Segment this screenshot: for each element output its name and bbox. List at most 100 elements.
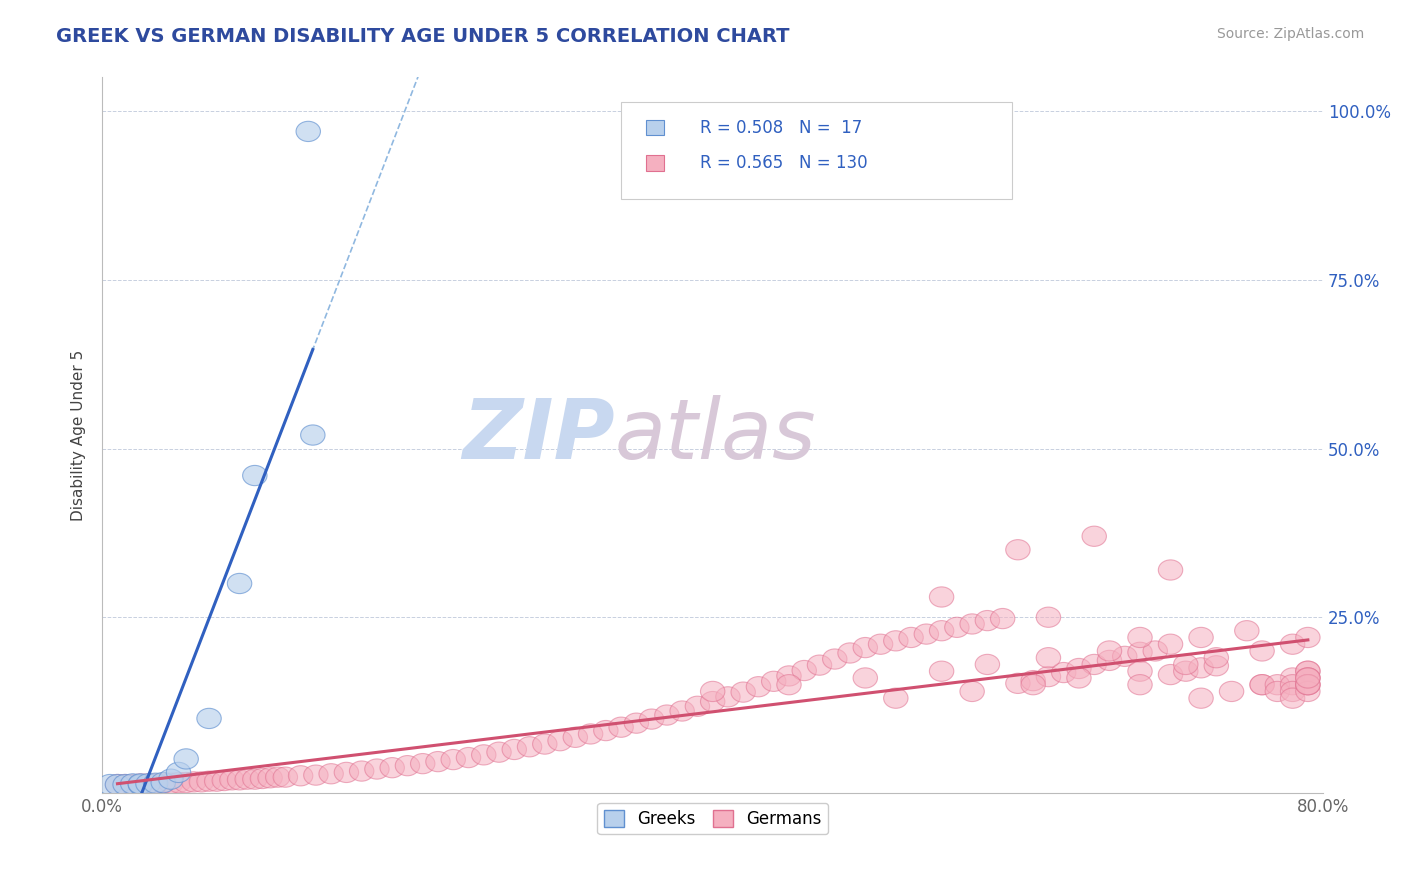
Ellipse shape [898,627,924,648]
Ellipse shape [776,665,801,686]
Ellipse shape [257,768,283,788]
Ellipse shape [1189,657,1213,678]
Ellipse shape [1067,658,1091,679]
Ellipse shape [197,771,221,791]
Text: GREEK VS GERMAN DISABILITY AGE UNDER 5 CORRELATION CHART: GREEK VS GERMAN DISABILITY AGE UNDER 5 C… [56,27,790,45]
Ellipse shape [105,774,129,795]
Ellipse shape [731,682,755,702]
Ellipse shape [838,643,862,663]
Ellipse shape [669,701,695,721]
Ellipse shape [609,717,633,738]
Ellipse shape [1174,655,1198,674]
Text: ZIP: ZIP [463,394,614,475]
Ellipse shape [380,757,405,778]
Ellipse shape [1296,661,1320,681]
Ellipse shape [105,774,129,795]
Ellipse shape [700,681,725,702]
Ellipse shape [976,610,1000,631]
Legend: Greeks, Germans: Greeks, Germans [598,803,828,834]
Ellipse shape [243,769,267,789]
Ellipse shape [1159,560,1182,580]
Ellipse shape [1265,681,1289,702]
Ellipse shape [883,631,908,651]
Ellipse shape [716,687,740,707]
Ellipse shape [502,739,526,760]
Ellipse shape [533,734,557,755]
FancyBboxPatch shape [645,120,664,136]
Ellipse shape [1281,688,1305,708]
Ellipse shape [128,773,153,794]
Ellipse shape [1281,681,1305,702]
Ellipse shape [112,774,138,795]
Ellipse shape [228,770,252,790]
Ellipse shape [929,621,953,640]
Ellipse shape [883,688,908,708]
Ellipse shape [150,773,176,793]
Ellipse shape [593,721,619,740]
Ellipse shape [97,774,122,795]
Ellipse shape [976,655,1000,674]
Ellipse shape [960,681,984,702]
Ellipse shape [174,748,198,769]
Ellipse shape [486,742,512,763]
Ellipse shape [1189,627,1213,648]
Ellipse shape [426,751,450,772]
Ellipse shape [700,691,725,712]
Ellipse shape [288,765,312,786]
Ellipse shape [174,772,198,793]
Ellipse shape [624,713,648,733]
Ellipse shape [960,614,984,634]
Ellipse shape [1281,668,1305,688]
Ellipse shape [1005,673,1031,693]
Ellipse shape [471,745,496,765]
Ellipse shape [250,768,274,789]
Ellipse shape [1250,640,1274,661]
Ellipse shape [1174,661,1198,681]
Ellipse shape [564,727,588,747]
Ellipse shape [1296,627,1320,648]
Ellipse shape [121,774,145,795]
Ellipse shape [1083,526,1107,547]
Ellipse shape [1296,668,1320,688]
Ellipse shape [823,649,846,669]
Ellipse shape [166,763,191,782]
Ellipse shape [212,771,236,790]
Ellipse shape [112,774,138,795]
Ellipse shape [197,708,221,729]
Ellipse shape [1067,668,1091,688]
Ellipse shape [1021,674,1046,695]
Ellipse shape [1296,681,1320,702]
Ellipse shape [1128,627,1152,648]
Ellipse shape [548,731,572,751]
Text: R = 0.565   N = 130: R = 0.565 N = 130 [700,154,868,172]
Ellipse shape [1097,640,1122,661]
Ellipse shape [1159,634,1182,655]
Ellipse shape [1234,621,1258,640]
Ellipse shape [136,773,160,794]
Ellipse shape [350,761,374,781]
Ellipse shape [1281,674,1305,695]
Ellipse shape [685,696,710,716]
Ellipse shape [853,668,877,688]
Ellipse shape [228,574,252,593]
Text: Source: ZipAtlas.com: Source: ZipAtlas.com [1216,27,1364,41]
Ellipse shape [1021,671,1046,690]
Ellipse shape [1036,607,1060,627]
Ellipse shape [304,765,328,785]
Ellipse shape [1281,634,1305,655]
Ellipse shape [1204,656,1229,676]
Ellipse shape [990,608,1015,629]
Ellipse shape [517,737,541,757]
Ellipse shape [297,121,321,142]
Ellipse shape [159,773,183,793]
Ellipse shape [1189,688,1213,708]
Ellipse shape [1296,668,1320,688]
Ellipse shape [273,767,298,788]
Ellipse shape [143,773,167,793]
Ellipse shape [150,772,176,793]
Ellipse shape [441,749,465,770]
Ellipse shape [1159,665,1182,685]
Ellipse shape [1296,674,1320,695]
FancyBboxPatch shape [645,155,664,171]
Ellipse shape [853,638,877,657]
